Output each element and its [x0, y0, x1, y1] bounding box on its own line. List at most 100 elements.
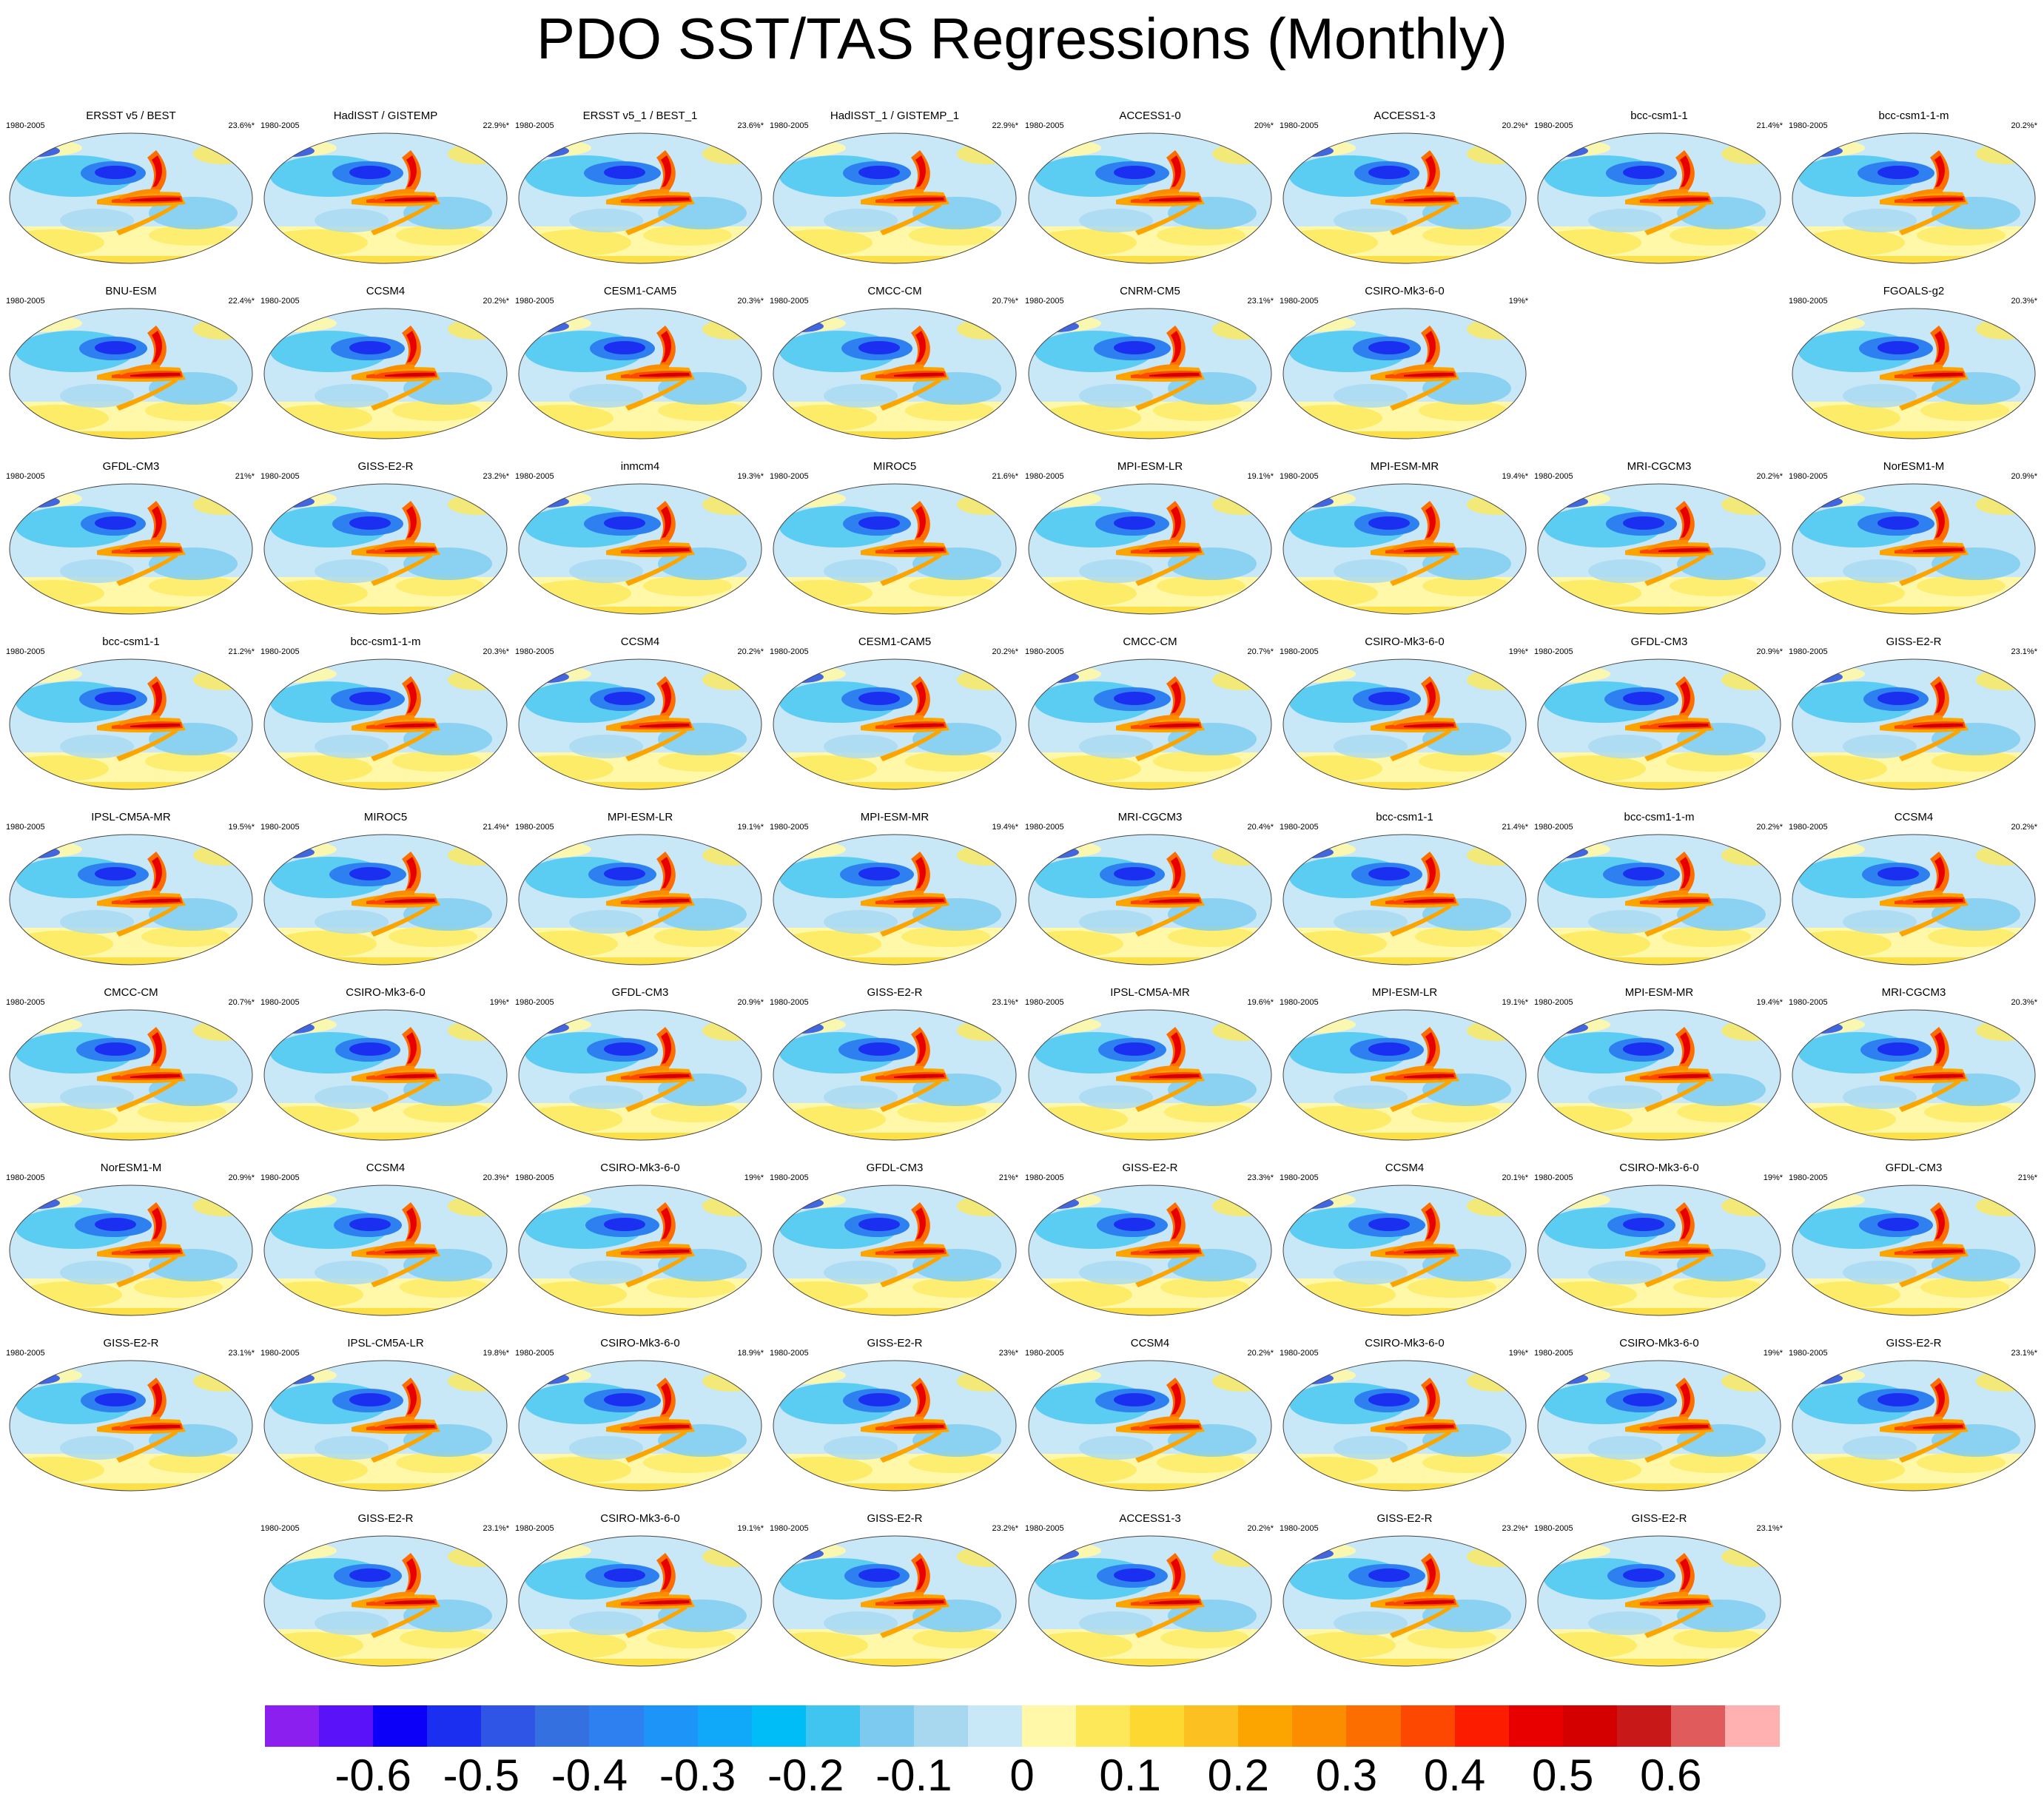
map-panel: CCSM4 1980-2005 20.2%* [1025, 1337, 1275, 1494]
panel-variance-percent: 23.1%* [2011, 647, 2037, 656]
map-panel: GISS-E2-R 1980-2005 23.2%* [260, 460, 511, 617]
panel-period: 1980-2005 [515, 1173, 554, 1182]
panel-variance-percent: 21%* [2017, 1173, 2037, 1182]
panel-period: 1980-2005 [515, 1349, 554, 1358]
map-panel: CESM1-CAM5 1980-2005 20.3%* [515, 285, 765, 442]
map-panel: MRI-CGCM3 1980-2005 20.2%* [1534, 460, 1784, 617]
map-panel: ACCESS1-3 1980-2005 20.2%* [1025, 1512, 1275, 1669]
panel-title: MRI-CGCM3 [1881, 986, 1946, 999]
regression-map [1282, 1009, 1527, 1141]
panel-variance-percent: 22.9%* [992, 121, 1018, 130]
panel-title: bcc-csm1-1 [1376, 811, 1433, 823]
regression-map [263, 1360, 508, 1492]
panel-variance-percent: 20.9%* [737, 998, 764, 1007]
panel-period: 1980-2005 [260, 1173, 300, 1182]
panel-period: 1980-2005 [1280, 1349, 1319, 1358]
panel-variance-percent: 20.2%* [1502, 121, 1528, 130]
panel-title: CSIRO-Mk3-6-0 [1365, 636, 1445, 648]
panel-variance-percent: 20.2%* [2011, 121, 2037, 130]
panel-period: 1980-2005 [260, 297, 300, 306]
map-panel-grid: ERSST v5 / BEST 1980-2005 23.6%* HadISST / … [6, 109, 2039, 1669]
panel-title: CMCC-CM [1123, 636, 1177, 648]
panel-period: 1980-2005 [1534, 121, 1573, 130]
colorbar-tick-label: -0.4 [551, 1750, 628, 1800]
panel-period: 1980-2005 [1789, 1173, 1828, 1182]
map-panel: GISS-E2-R 1980-2005 23.3%* [1025, 1162, 1275, 1318]
colorbar-box [913, 1705, 969, 1747]
panel-variance-percent: 20.2%* [2011, 823, 2037, 832]
regression-map [518, 834, 762, 965]
colorbar-box [1616, 1705, 1672, 1747]
panel-period: 1980-2005 [6, 297, 45, 306]
panel-variance-percent: 19.8%* [483, 1349, 509, 1358]
panel-title: MPI-ESM-LR [607, 811, 673, 823]
map-panel: GFDL-CM3 1980-2005 21%* [770, 1162, 1020, 1318]
panel-title: ACCESS1-3 [1119, 1512, 1181, 1525]
panel-variance-percent: 19%* [744, 1173, 764, 1182]
colorbar-box [859, 1705, 915, 1747]
map-panel: CSIRO-Mk3-6-0 1980-2005 19%* [260, 986, 511, 1143]
map-panel: MPI-ESM-LR 1980-2005 19.1%* [1280, 986, 1530, 1143]
panel-period: 1980-2005 [515, 297, 554, 306]
panel-period: 1980-2005 [515, 472, 554, 481]
map-panel: ERSST v5_1 / BEST_1 1980-2005 23.6%* [515, 109, 765, 266]
panel-variance-percent: 20.2%* [992, 647, 1018, 656]
panel-variance-percent: 19.5%* [228, 823, 255, 832]
panel-variance-percent: 19%* [489, 998, 509, 1007]
panel-variance-percent: 20.7%* [1247, 647, 1274, 656]
panel-variance-percent: 23.2%* [1502, 1524, 1528, 1533]
map-panel: MRI-CGCM3 1980-2005 20.3%* [1789, 986, 2039, 1143]
panel-title: bcc-csm1-1 [102, 636, 160, 648]
panel-period: 1980-2005 [1025, 297, 1064, 306]
regression-map [1028, 308, 1272, 439]
panel-title: GISS-E2-R [867, 986, 923, 999]
panel-period: 1980-2005 [1025, 1524, 1064, 1533]
regression-map [263, 1009, 508, 1141]
panel-title: ACCESS1-0 [1119, 109, 1181, 122]
map-panel: NorESM1-M 1980-2005 20.9%* [6, 1162, 256, 1318]
regression-map [9, 132, 253, 264]
regression-map [1282, 132, 1527, 264]
panel-variance-percent: 20%* [1254, 121, 1274, 130]
panel-title: CNRM-CM5 [1120, 285, 1180, 297]
panel-title: IPSL-CM5A-MR [91, 811, 171, 823]
map-panel: GISS-E2-R 1980-2005 23.1%* [260, 1512, 511, 1669]
colorbar-box [805, 1705, 861, 1747]
regression-map [773, 483, 1017, 615]
regression-map [773, 1009, 1017, 1141]
panel-variance-percent: 20.2%* [1756, 472, 1783, 481]
panel-period: 1980-2005 [1280, 1524, 1319, 1533]
regression-map [1282, 1360, 1527, 1492]
panel-period: 1980-2005 [1534, 1349, 1573, 1358]
panel-period: 1980-2005 [770, 1173, 809, 1182]
panel-title: GISS-E2-R [1886, 636, 1942, 648]
panel-title: MRI-CGCM3 [1627, 460, 1692, 473]
map-panel: ERSST v5 / BEST 1980-2005 23.6%* [6, 109, 256, 266]
colorbar-box [535, 1705, 590, 1747]
map-panel: CSIRO-Mk3-6-0 1980-2005 19%* [515, 1162, 765, 1318]
colorbar-box [697, 1705, 753, 1747]
map-panel: inmcm4 1980-2005 19.3%* [515, 460, 765, 617]
panel-title: MPI-ESM-MR [1370, 460, 1439, 473]
panel-period: 1980-2005 [770, 1524, 809, 1533]
panel-period: 1980-2005 [1025, 998, 1064, 1007]
panel-title: GISS-E2-R [867, 1512, 923, 1525]
colorbar-tick-label: -0.1 [875, 1750, 952, 1800]
panel-title: GISS-E2-R [1631, 1512, 1687, 1525]
regression-map [1028, 834, 1272, 965]
map-panel: IPSL-CM5A-LR 1980-2005 19.8%* [260, 1337, 511, 1494]
panel-variance-percent: 19.1%* [737, 1524, 764, 1533]
panel-title: HadISST / GISTEMP [333, 109, 438, 122]
map-panel: CCSM4 1980-2005 20.2%* [515, 636, 765, 792]
map-panel: GFDL-CM3 1980-2005 20.9%* [515, 986, 765, 1143]
colorbar-box [1184, 1705, 1239, 1747]
map-panel: CSIRO-Mk3-6-0 1980-2005 19.1%* [515, 1512, 765, 1669]
panel-title: MPI-ESM-MR [1624, 986, 1694, 999]
panel-period: 1980-2005 [515, 823, 554, 832]
map-panel: GISS-E2-R 1980-2005 23.2%* [1280, 1512, 1530, 1669]
map-panel: CCSM4 1980-2005 20.2%* [1789, 811, 2039, 968]
colorbar-box [967, 1705, 1023, 1747]
regression-map [9, 658, 253, 790]
map-panel: HadISST / GISTEMP 1980-2005 22.9%* [260, 109, 511, 266]
map-panel: CCSM4 1980-2005 20.2%* [260, 285, 511, 442]
